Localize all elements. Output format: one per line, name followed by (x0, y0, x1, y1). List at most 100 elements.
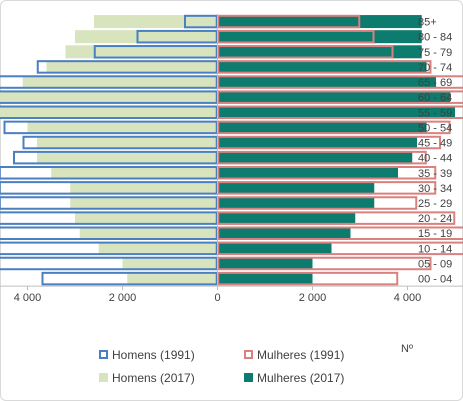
bar-mulheres-2017-6 (217, 181, 375, 195)
bar-homens-1991-4 (0, 211, 218, 225)
bar-homens-1991-2 (0, 241, 218, 256)
bar-homens-1991-15 (93, 45, 218, 59)
bar-homens-2017-17 (94, 15, 218, 29)
legend-label-homens-2017: Homens (2017) (112, 371, 195, 385)
bar-mulheres-1991-12 (217, 90, 463, 104)
x-tick-label: 4 000 (394, 292, 422, 304)
y-tick-label: 50 - 54 (418, 122, 452, 134)
bar-homens-1991-10 (3, 120, 218, 135)
legend-swatch-homens-1991 (99, 350, 108, 359)
bar-homens-1991-5 (0, 196, 218, 210)
bar-mulheres-1991-10 (217, 120, 451, 135)
bar-homens-2017-15 (65, 45, 218, 59)
bar-mulheres-1991-8 (217, 150, 427, 165)
x-axis-title: Nº (401, 343, 413, 355)
legend-label-homens-1991: Homens (1991) (112, 348, 195, 362)
bar-homens-1991-14 (36, 60, 218, 74)
y-tick-label: 80 - 84 (418, 32, 452, 44)
x-tick-label: 0 (214, 292, 220, 304)
bar-mulheres-1991-4 (217, 211, 456, 225)
bar-homens-1991-7 (0, 166, 218, 180)
y-tick-label: 70 - 74 (418, 62, 452, 74)
legend-swatch-mulheres-1991 (244, 350, 253, 359)
bar-homens-2017-1 (122, 256, 218, 270)
legend-swatch-homens-2017 (99, 373, 108, 382)
legend: Homens (1991) Mulheres (1991) Homens (2017… (99, 348, 344, 385)
bar-homens-2017-2 (98, 241, 218, 255)
y-tick-label: 05 - 09 (418, 258, 452, 270)
bar-homens-2017-0 (127, 272, 218, 286)
bar-mulheres-2017-17 (217, 15, 422, 29)
bar-homens-1991-6 (0, 181, 218, 195)
bar-mulheres-2017-4 (217, 211, 356, 225)
bar-mulheres-1991-5 (217, 196, 418, 210)
bar-mulheres-1991-0 (217, 271, 399, 286)
bar-mulheres-1991-6 (217, 181, 437, 195)
bar-homens-2017-5 (70, 196, 218, 210)
bar-homens-2017-14 (46, 60, 218, 74)
bar-mulheres-2017-2 (217, 241, 332, 255)
bar-mulheres-1991-14 (217, 60, 432, 74)
bar-mulheres-2017-5 (217, 196, 375, 210)
bar-mulheres-2017-15 (217, 45, 422, 59)
bar-homens-2017-13 (22, 75, 218, 89)
bar-mulheres-1991-16 (217, 29, 375, 44)
y-tick-label: 65 - 69 (418, 77, 452, 89)
y-tick-label: 25 - 29 (418, 198, 452, 210)
bar-homens-1991-17 (184, 14, 218, 29)
bar-mulheres-1991-17 (217, 14, 361, 29)
y-tick-label: 85+ (418, 17, 437, 29)
bar-homens-1991-8 (13, 150, 218, 165)
y-tick-label: 60 - 64 (418, 92, 452, 104)
y-tick-label: 30 - 34 (418, 183, 452, 195)
bar-mulheres-2017-0 (217, 272, 313, 286)
bar-homens-1991-3 (0, 226, 218, 240)
y-tick-label: 40 - 44 (418, 153, 452, 165)
y-tick-label: 35 - 39 (418, 168, 452, 180)
bar-mulheres-2017-3 (217, 226, 351, 240)
bar-mulheres-2017-11 (217, 105, 455, 119)
bar-mulheres-2017-16 (217, 30, 422, 44)
y-tick-label: 55 - 59 (418, 107, 452, 119)
bar-mulheres-1991-3 (217, 226, 463, 240)
bar-mulheres-2017-9 (217, 136, 417, 150)
bar-mulheres-2017-13 (217, 75, 436, 89)
bar-mulheres-2017-1 (217, 256, 313, 270)
bar-homens-2017-4 (75, 211, 218, 225)
y-axis-labels: 00 - 04 05 - 09 10 - 14 15 - 19 20 - 24 25 - … (418, 17, 452, 286)
legend-swatch-mulheres-2017 (244, 373, 253, 382)
bar-homens-2017-10 (27, 120, 218, 134)
bar-mulheres-1991-2 (217, 241, 463, 256)
bar-homens-1991-11 (0, 105, 218, 120)
bar-mulheres-1991-1 (217, 256, 432, 271)
bar-homens-2017-3 (79, 226, 218, 240)
bar-homens-1991-0 (41, 271, 218, 286)
bar-homens-1991-12 (0, 90, 218, 104)
y-tick-label: 00 - 04 (418, 274, 452, 286)
bar-mulheres-1991-7 (217, 166, 437, 180)
y-tick-label: 45 - 49 (418, 138, 452, 150)
bar-mulheres-2017-10 (217, 120, 427, 134)
bar-mulheres-1991-9 (217, 135, 441, 150)
bar-homens-2017-11 (0, 105, 218, 119)
x-tick-label: 2 000 (109, 292, 137, 304)
bar-homens-2017-8 (37, 151, 218, 165)
y-tick-label: 10 - 14 (418, 243, 452, 255)
bars-2017-layer (0, 14, 463, 286)
bar-homens-2017-12 (0, 90, 218, 104)
bar-homens-1991-9 (22, 135, 218, 150)
bar-mulheres-1991-13 (217, 75, 463, 89)
bar-mulheres-1991-15 (217, 45, 394, 59)
bar-homens-1991-13 (0, 75, 218, 89)
bar-mulheres-2017-12 (217, 90, 451, 104)
bar-mulheres-2017-8 (217, 151, 413, 165)
bar-homens-1991-1 (0, 256, 218, 271)
bar-homens-2017-7 (51, 166, 218, 180)
y-tick-label: 20 - 24 (418, 213, 452, 225)
bars-1991-layer (0, 15, 455, 286)
bar-mulheres-2017-14 (217, 60, 427, 74)
y-tick-label: 15 - 19 (418, 228, 452, 240)
y-tick-label: 75 - 79 (418, 47, 452, 59)
